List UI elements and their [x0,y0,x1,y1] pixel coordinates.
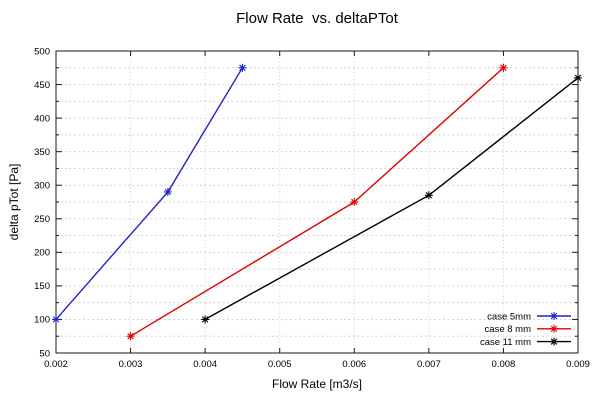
series-case-8-mm [126,63,508,341]
marker-stroke [500,64,507,72]
x-tick-label: 0.002 [44,359,68,370]
legend-item-case-5mm: case 5mm [487,311,571,322]
legend-marker [550,312,558,320]
marker-stroke [550,325,558,333]
series-line [55,67,244,320]
legend-label: case 5mm [487,311,531,322]
x-tick-label: 0.008 [492,359,516,370]
data-point-marker [574,73,582,82]
legend-item-case-11-mm: case 11 mm [480,337,571,348]
grid-horizontal [56,67,578,337]
marker-stroke [164,188,172,196]
x-tick-label: 0.003 [119,359,143,370]
data-point-marker [499,63,508,72]
y-tick-label: 500 [34,46,50,57]
marker-stroke [425,192,433,199]
y-tick-label: 50 [39,348,50,359]
y-tick-label: 400 [34,113,50,124]
x-tick-label: 0.009 [566,359,590,370]
x-axis-label: Flow Rate [m3/s] [271,377,363,391]
x-tick-label: 0.004 [193,359,217,370]
legend: case 5mm case 8 mm case 11 mm [480,311,571,348]
data-point-marker [163,187,172,196]
data-point-marker [350,198,359,206]
marker-stroke [52,316,60,323]
y-tick-label: 100 [34,315,50,326]
marker-stroke [239,64,246,72]
x-tick-label: 0.007 [417,359,441,370]
data-point-marker [126,332,135,341]
chart-title: Flow Rate vs. deltaPTot [236,10,398,27]
marker-stroke [550,312,558,320]
tick-labels: 50 100 150 200 250 300 350 400 450 500 0.002 0.003 0… [34,46,590,370]
series-case-5mm [52,63,247,324]
series-line [204,77,579,321]
legend-item-case-8-mm: case 8 mm [485,324,571,335]
marker-stroke [127,332,134,340]
x-tick-label: 0.006 [342,359,366,370]
legend-marker [550,337,558,346]
marker-stroke [351,198,358,206]
y-tick-label: 350 [34,147,50,158]
x-tick-label: 0.005 [268,359,292,370]
y-tick-label: 300 [34,181,50,192]
series-case-11-mm [201,73,582,324]
data-point-marker [424,191,433,200]
y-tick-label: 450 [34,80,50,91]
legend-label: case 11 mm [480,337,531,348]
axis-ticks [55,50,579,354]
y-tick-label: 150 [34,281,50,292]
marker-stroke [574,74,582,82]
marker-stroke [201,316,209,323]
data-point-marker [201,315,210,324]
y-tick-label: 250 [34,214,50,225]
marker-stroke [550,338,558,345]
data-point-marker [52,315,60,324]
legend-marker [550,324,558,333]
data-point-marker [238,63,247,72]
y-tick-label: 200 [34,248,50,259]
legend-label: case 8 mm [485,324,532,335]
